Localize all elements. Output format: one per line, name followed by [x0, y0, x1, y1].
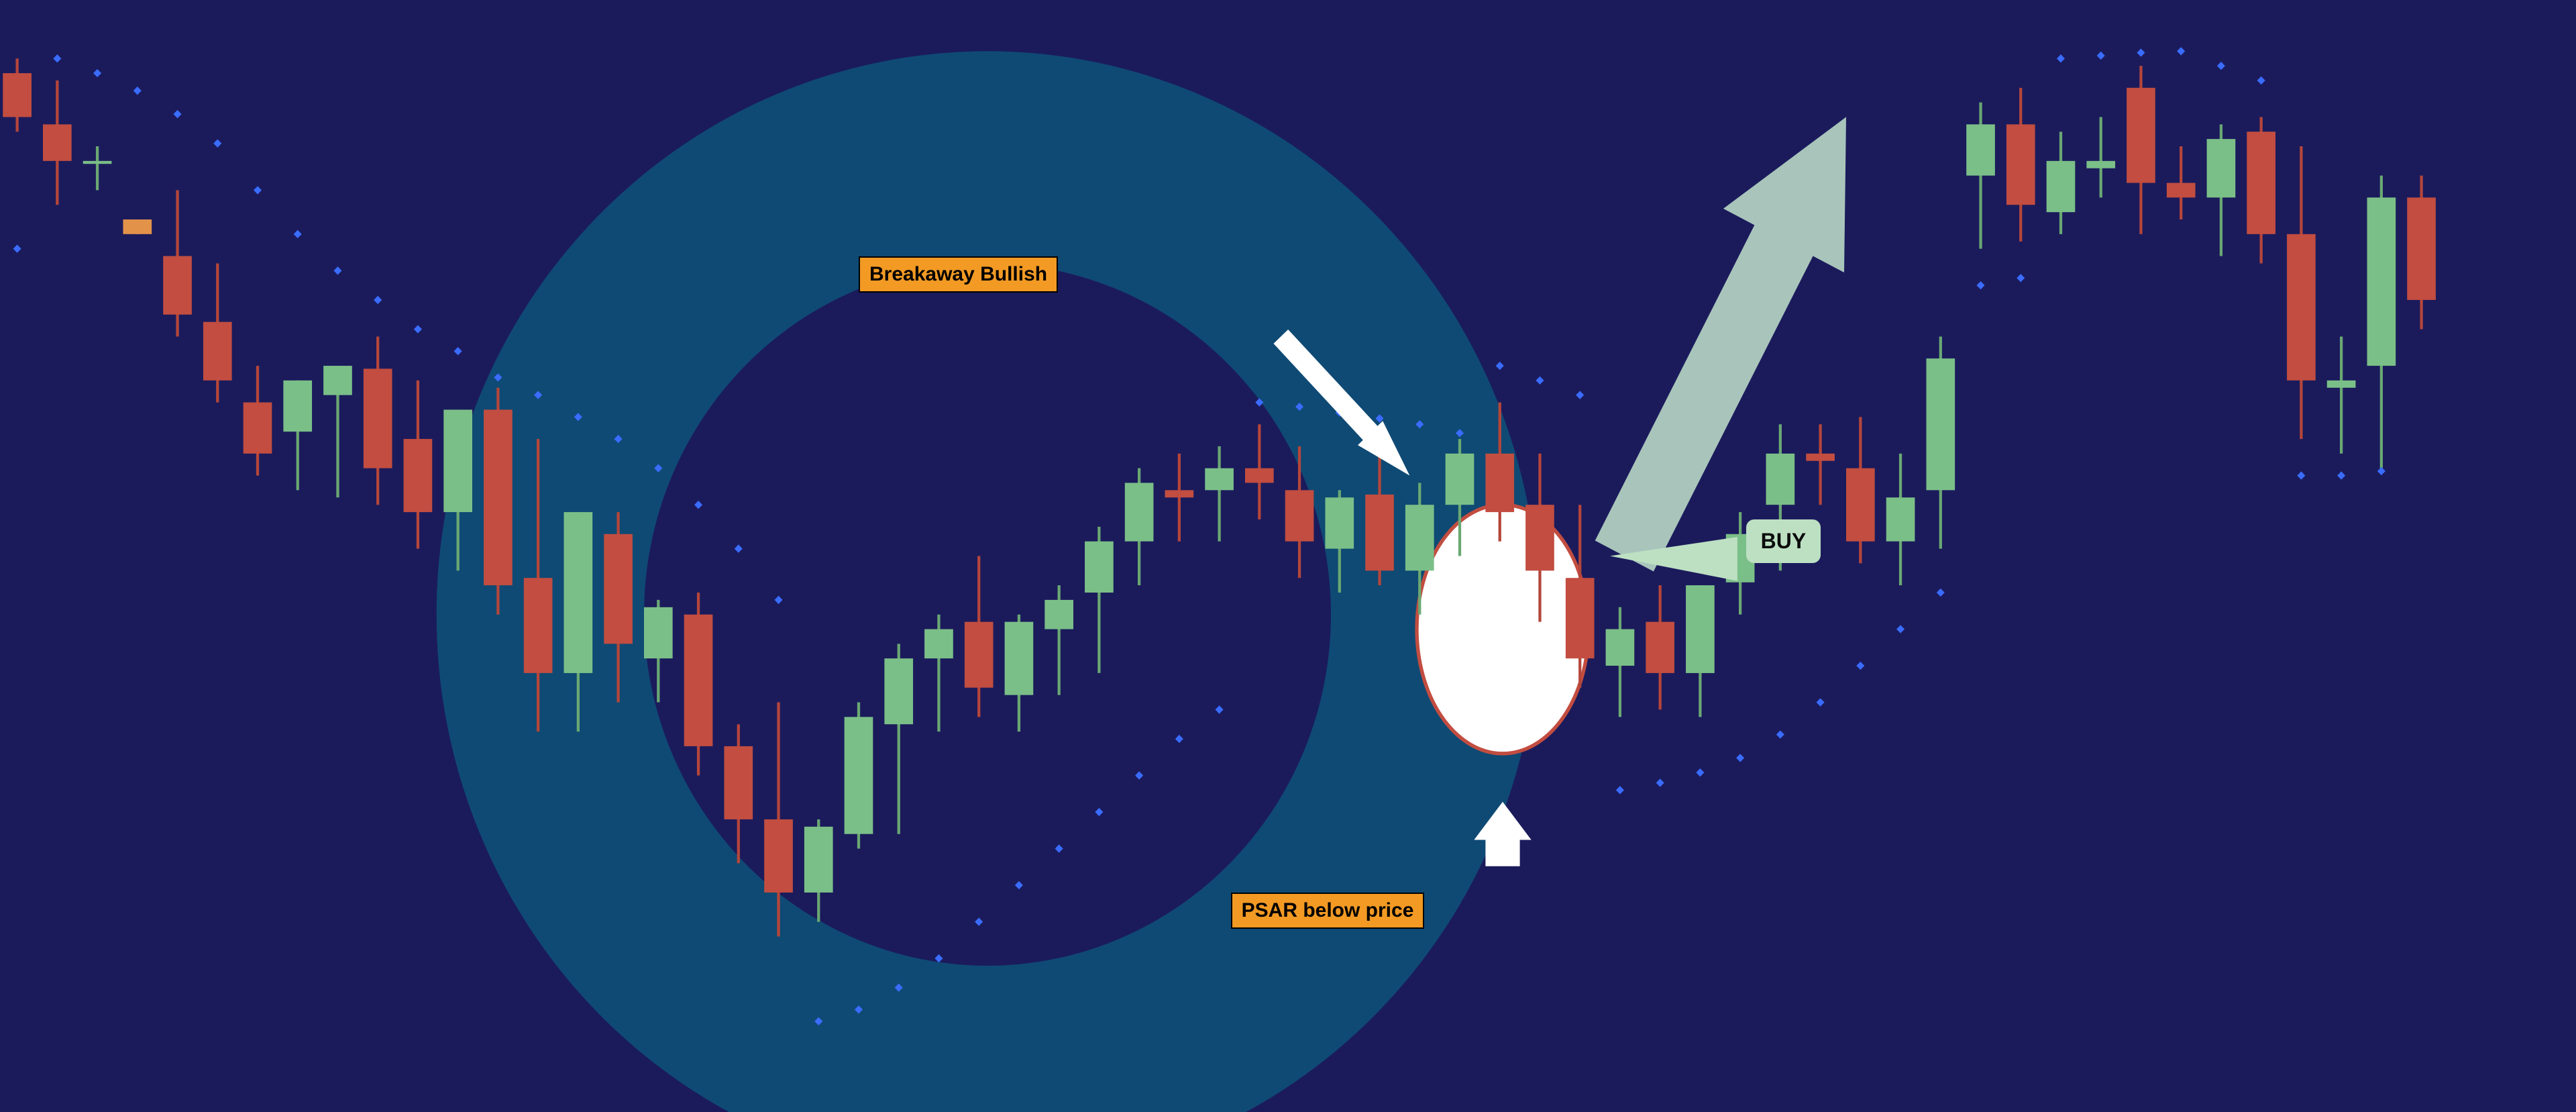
breakaway-bullish-label: Breakaway Bullish [859, 256, 1058, 293]
candlestick-chart: Breakaway Bullish PSAR below price BUY [0, 0, 2576, 1112]
buy-badge: BUY [1746, 519, 1821, 563]
buy-text: BUY [1761, 529, 1807, 553]
chart-svg [0, 0, 2576, 1112]
breakaway-bullish-text: Breakaway Bullish [869, 263, 1047, 285]
psar-below-price-text: PSAR below price [1242, 899, 1414, 921]
psar-below-price-label: PSAR below price [1231, 893, 1425, 929]
